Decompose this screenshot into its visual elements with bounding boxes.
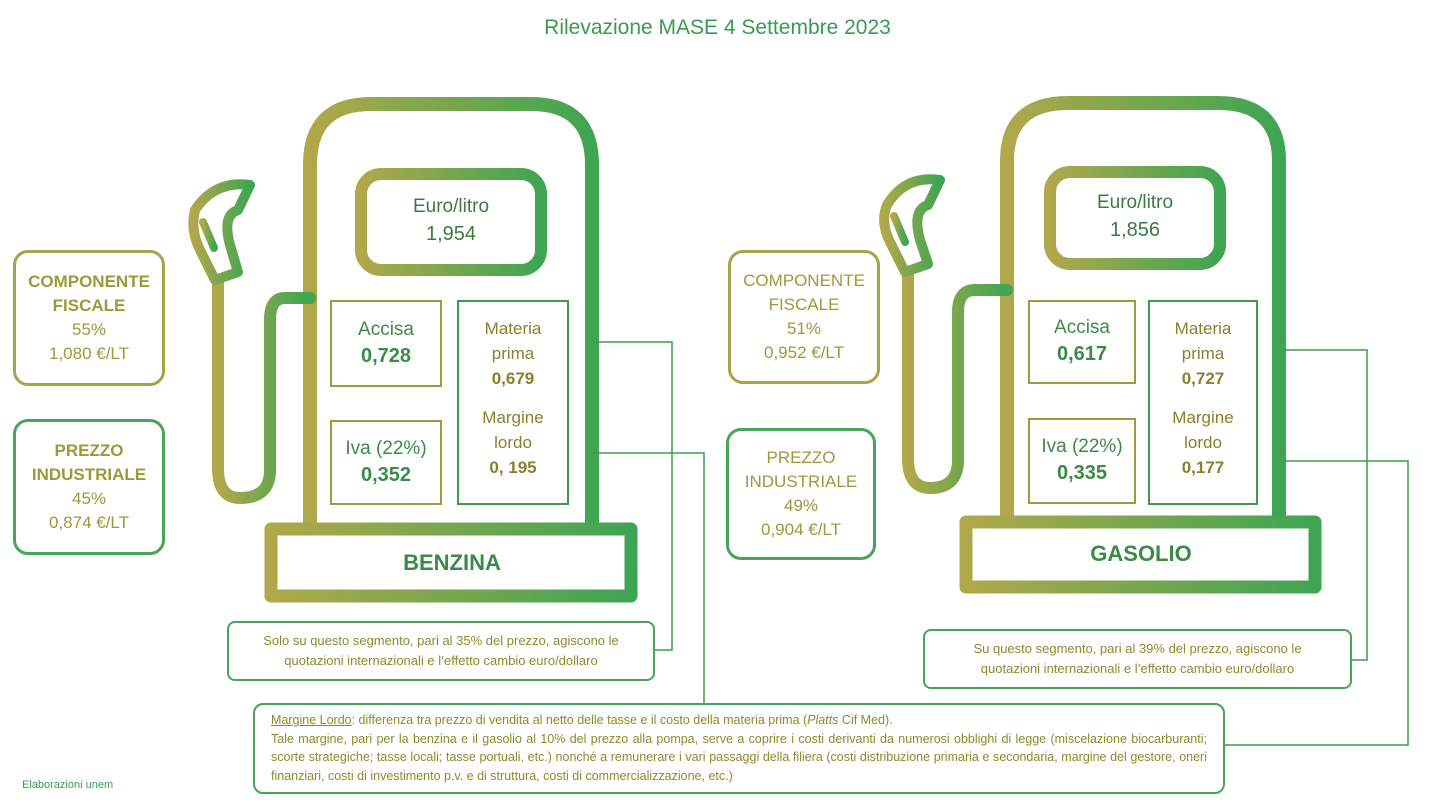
benzina-fiscal-pct: 55% — [71, 320, 107, 339]
margin-definition-note: Margine Lordo: differenza tra prezzo di … — [253, 703, 1225, 794]
benzina-iva-value: 0,352 — [360, 463, 412, 486]
benzina-product-name: BENZINA — [403, 550, 501, 575]
gasolio-price-display: Euro/litro 1,856 — [1056, 178, 1214, 258]
benzina-accisa-value: 0,728 — [360, 344, 412, 367]
gasolio-industrial-price-box: PREZZO INDUSTRIALE 49% 0,904 €/LT — [726, 428, 876, 560]
benzina-note-line1: Solo su questo segmento, pari al 35% del… — [263, 633, 619, 648]
benzina-materia-value: 0,679 — [491, 369, 535, 388]
gasolio-materia-label-2: prima — [1181, 344, 1225, 363]
benzina-margine-label-2: lordo — [494, 433, 532, 452]
benzina-industrial-line2: INDUSTRIALE — [31, 465, 147, 484]
benzina-industrial-price-box: PREZZO INDUSTRIALE 45% 0,874 €/LT — [13, 419, 165, 555]
gasolio-product-name: GASOLIO — [1090, 541, 1192, 566]
gasolio-margine-label-2: lordo — [1184, 433, 1222, 452]
gasolio-materia-value: 0,727 — [1181, 369, 1225, 388]
gasolio-price-label: Euro/litro — [1096, 192, 1174, 213]
benzina-margine-label-1: Margine — [482, 408, 544, 427]
margin-note-definition: : differenza tra prezzo di vendita al ne… — [351, 713, 808, 727]
gasolio-accisa-box: Accisa 0,617 — [1028, 300, 1136, 384]
gasolio-industrial-line2: INDUSTRIALE — [744, 472, 858, 491]
margin-note-source: Platts — [807, 713, 839, 727]
benzina-fiscal-amount: 1,080 €/LT — [48, 344, 130, 363]
benzina-iva-box: Iva (22%) 0,352 — [330, 420, 442, 505]
gasolio-fiscal-component-box: COMPONENTE FISCALE 51% 0,952 €/LT — [728, 250, 880, 384]
page-title: Rilevazione MASE 4 Settembre 2023 — [544, 16, 891, 39]
gasolio-industrial-amount: 0,904 €/LT — [760, 520, 842, 539]
benzina-accisa-box: Accisa 0,728 — [330, 300, 442, 387]
gasolio-segment-note: Su questo segmento, pari al 39% del prez… — [923, 629, 1352, 689]
gasolio-fiscal-amount: 0,952 €/LT — [763, 343, 845, 362]
benzina-industrial-box: Materia prima 0,679 Margine lordo 0, 195 — [457, 300, 569, 505]
gasolio-industrial-box: Materia prima 0,727 Margine lordo 0,177 — [1148, 300, 1258, 505]
gasolio-fiscal-line1: COMPONENTE — [743, 271, 865, 290]
benzina-materia-label-1: Materia — [484, 319, 542, 338]
gasolio-industrial-line1: PREZZO — [766, 448, 836, 467]
benzina-industrial-line1: PREZZO — [54, 441, 124, 460]
gasolio-margine-label-1: Margine — [1172, 408, 1234, 427]
benzina-materia-label-2: prima — [491, 344, 535, 363]
source-credit: Elaborazioni unem — [22, 779, 114, 791]
gasolio-note-line1: Su questo segmento, pari al 39% del prez… — [973, 641, 1302, 656]
benzina-pump-icon — [188, 97, 638, 603]
gasolio-iva-label: Iva (22%) — [1041, 436, 1123, 457]
gasolio-iva-box: Iva (22%) 0,335 — [1028, 418, 1136, 504]
benzina-note-line2: quotazioni internazionali e l’effetto ca… — [284, 653, 598, 668]
gasolio-materia-label-1: Materia — [1174, 319, 1232, 338]
benzina-fiscal-line2: FISCALE — [52, 296, 126, 315]
margin-note-body: Tale margine, pari per la benzina e il g… — [271, 731, 1207, 783]
benzina-price-label: Euro/litro — [412, 196, 490, 217]
benzina-iva-label: Iva (22%) — [345, 437, 427, 459]
benzina-price-display: Euro/litro 1,954 — [367, 180, 535, 264]
margin-note-term: Margine Lordo — [271, 713, 352, 727]
margin-note-first-line: Margine Lordo: differenza tra prezzo di … — [271, 711, 1207, 730]
benzina-accisa-label: Accisa — [358, 318, 414, 340]
gasolio-note-line2: quotazioni internazionali e l’effetto ca… — [980, 661, 1295, 676]
benzina-industrial-pct: 45% — [71, 489, 107, 508]
gasolio-iva-value: 0,335 — [1056, 462, 1108, 484]
gasolio-fiscal-pct: 51% — [786, 319, 822, 338]
benzina-price-value: 1,954 — [425, 223, 477, 245]
benzina-segment-note: Solo su questo segmento, pari al 35% del… — [227, 621, 655, 681]
gasolio-pump-icon — [879, 96, 1322, 594]
gasolio-accisa-label: Accisa — [1054, 317, 1110, 338]
gasolio-margine-value: 0,177 — [1181, 458, 1225, 477]
benzina-fiscal-component-box: COMPONENTE FISCALE 55% 1,080 €/LT — [13, 250, 165, 386]
benzina-fiscal-line1: COMPONENTE — [28, 272, 150, 291]
gasolio-accisa-value: 0,617 — [1056, 343, 1108, 365]
benzina-industrial-amount: 0,874 €/LT — [48, 513, 130, 532]
benzina-margine-value: 0, 195 — [489, 458, 537, 477]
gasolio-fiscal-line2: FISCALE — [768, 295, 840, 314]
gasolio-price-value: 1,856 — [1109, 219, 1161, 241]
margin-note-source-end: Cif Med). — [838, 713, 893, 727]
gasolio-industrial-pct: 49% — [783, 496, 819, 515]
